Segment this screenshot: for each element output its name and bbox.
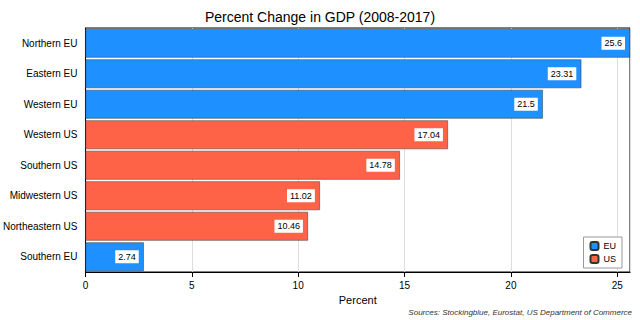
svg-text:5: 5: [189, 280, 195, 291]
svg-text:14.78: 14.78: [369, 160, 392, 170]
svg-text:2.74: 2.74: [118, 252, 136, 262]
svg-text:Northeastern US: Northeastern US: [3, 221, 78, 232]
svg-text:Percent Change in GDP (2008-20: Percent Change in GDP (2008-2017): [205, 9, 435, 25]
svg-text:10.46: 10.46: [277, 221, 300, 231]
svg-text:11.02: 11.02: [290, 191, 312, 201]
svg-text:Western EU: Western EU: [24, 99, 78, 110]
svg-text:Northern EU: Northern EU: [22, 38, 78, 49]
svg-text:Percent: Percent: [339, 294, 377, 306]
svg-text:21.5: 21.5: [517, 99, 535, 109]
svg-text:Southern US: Southern US: [20, 160, 78, 171]
svg-text:23.31: 23.31: [551, 69, 574, 79]
svg-text:25: 25: [612, 280, 624, 291]
svg-text:0: 0: [83, 280, 89, 291]
svg-text:Western US: Western US: [24, 129, 78, 140]
svg-text:17.04: 17.04: [417, 130, 440, 140]
svg-text:Eastern EU: Eastern EU: [26, 68, 77, 79]
svg-text:15: 15: [399, 280, 411, 291]
svg-text:20: 20: [505, 280, 517, 291]
svg-text:EU: EU: [603, 241, 616, 251]
svg-text:Sources: Stockingblue, Eurosta: Sources: Stockingblue, Eurostat, US Depa…: [408, 308, 632, 317]
svg-text:25.6: 25.6: [604, 38, 622, 48]
svg-text:10: 10: [293, 280, 305, 291]
svg-text:Southern EU: Southern EU: [20, 251, 77, 262]
svg-text:Midwestern US: Midwestern US: [10, 190, 78, 201]
svg-text:US: US: [603, 254, 616, 264]
